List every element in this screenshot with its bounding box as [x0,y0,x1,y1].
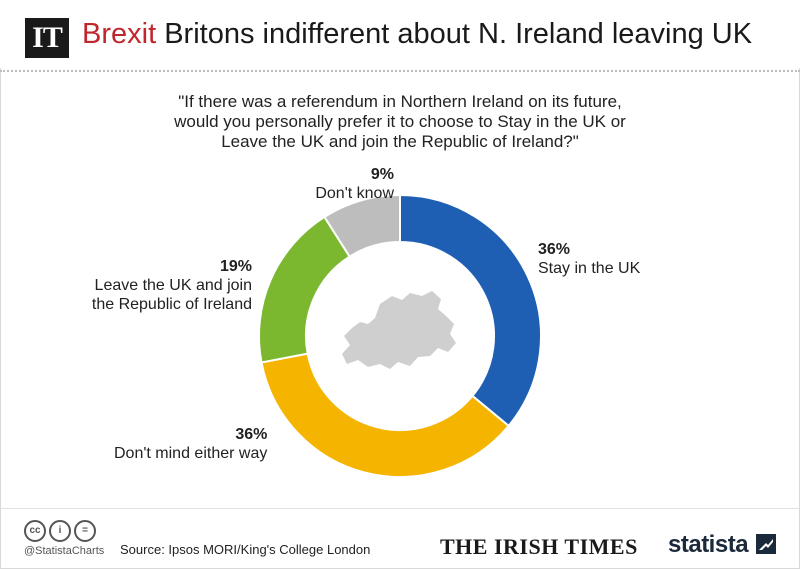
slice-value: 19% [219,258,252,275]
headline: Brexit Britons indifferent about N. Irel… [82,14,752,54]
statista-logo-icon [756,534,776,554]
license-icons: cc i = [24,520,99,542]
slice-label-dont-know: 9% Don't know [266,165,394,203]
statista-wordmark: statista [668,531,749,558]
survey-question: "If there was a referendum in Northern I… [100,92,700,152]
slice-name: the Republic of Ireland [91,296,252,313]
donut-slices [258,193,542,478]
slice-dont-mind [260,352,511,478]
slice-label-stay: 36% Stay in the UK [538,240,640,278]
source-note: Source: Ipsos MORI/King's College London [120,542,371,557]
headline-title: Britons indifferent about N. Ireland lea… [164,18,753,50]
slice-name: Leave the UK and join [94,277,252,294]
slice-leave-uk [258,215,352,364]
irish-times-logo: IT [25,18,69,58]
headline-kicker: Brexit [82,18,157,50]
slice-value: 9% [370,166,394,183]
irish-times-wordmark: THE IRISH TIMES [440,534,638,559]
footer-divider [0,508,800,509]
slice-label-dont-mind: 36% Don't mind either way [114,425,267,463]
no-derivatives-icon: = [74,520,96,542]
slice-label-leave: 19% Leave the UK and join the Republic o… [92,257,252,314]
header-divider [0,70,800,72]
slice-stay-in-uk [399,193,542,428]
social-handle: @StatistaCharts [24,545,105,557]
northern-ireland-map-icon [342,291,456,369]
slice-name: Don't mind either way [114,445,268,462]
header: IT Brexit Britons indifferent about N. I… [0,0,800,68]
question-line: would you personally prefer it to choose… [174,112,626,131]
slice-value: 36% [235,426,268,443]
question-line: "If there was a referendum in Northern I… [178,92,622,111]
slice-name: Don't know [315,185,394,202]
slice-dont-know [323,193,401,259]
attribution-icon: i [49,520,71,542]
slice-value: 36% [538,241,571,258]
creative-commons-icon: cc [24,520,46,542]
slice-name: Stay in the UK [538,260,641,277]
question-line: Leave the UK and join the Republic of Ir… [221,132,579,151]
